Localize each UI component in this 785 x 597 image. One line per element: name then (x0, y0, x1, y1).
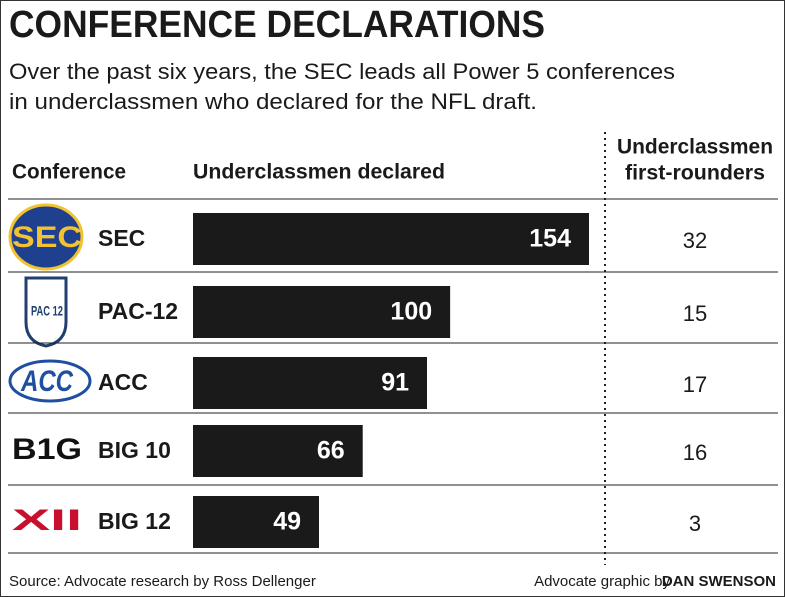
subtitle: in underclassmen who declared for the NF… (9, 89, 537, 114)
bar (193, 286, 451, 338)
first-rounders: 16 (683, 440, 707, 465)
bar (193, 496, 319, 548)
category-label: ACC (98, 369, 148, 395)
column-header: Underclassmen declared (193, 161, 445, 184)
bar (193, 357, 427, 409)
first-rounders: 17 (683, 372, 707, 397)
logo-text: PAC 12 (31, 303, 63, 319)
logo-text: B1G (12, 433, 82, 466)
subtitle: Over the past six years, the SEC leads a… (9, 59, 675, 84)
first-rounders: 32 (683, 228, 707, 253)
first-rounders: 3 (689, 511, 701, 536)
bar (193, 213, 589, 265)
first-rounders: 15 (683, 301, 707, 326)
category-label: BIG 10 (98, 437, 171, 463)
logo (8, 359, 92, 403)
value-label: 100 (390, 298, 432, 326)
logo-text: XII (12, 504, 82, 537)
category-label: BIG 12 (98, 508, 171, 534)
category-label: SEC (98, 225, 145, 251)
column-header: Conference (12, 161, 126, 184)
source: Source: Advocate research by Ross Dellen… (9, 573, 316, 590)
value-label: 49 (273, 508, 301, 536)
logo-text: ACC (20, 365, 74, 398)
credit: Advocate graphic by (534, 573, 670, 590)
value-label: 66 (317, 437, 345, 465)
column-header: first-rounders (625, 162, 765, 185)
credit-name: DAN SWENSON (662, 573, 776, 590)
logo-text: SEC (12, 221, 82, 254)
category-label: PAC-12 (98, 298, 178, 324)
chart-title: CONFERENCE DECLARATIONS (9, 4, 545, 46)
value-label: 154 (529, 225, 571, 253)
logo (8, 203, 84, 271)
column-header: Underclassmen (617, 136, 773, 159)
bar (193, 425, 363, 477)
value-label: 91 (381, 369, 409, 397)
logo (24, 276, 68, 348)
